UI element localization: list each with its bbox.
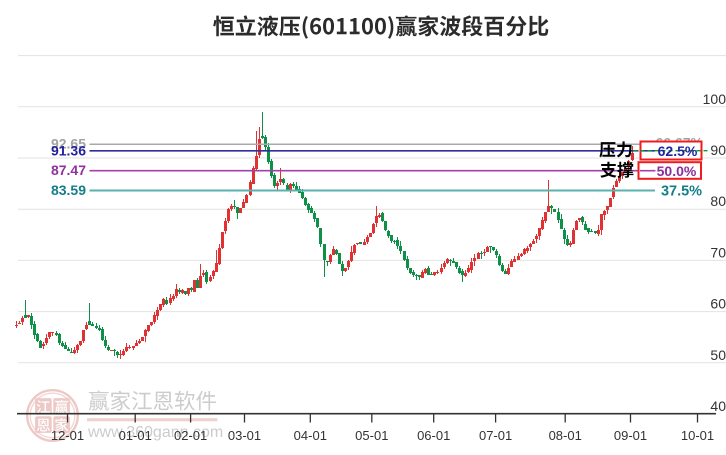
svg-text:08-01: 08-01 <box>549 428 582 443</box>
svg-text:04-01: 04-01 <box>294 428 327 443</box>
svg-text:80: 80 <box>710 193 726 209</box>
svg-text:83.59: 83.59 <box>51 182 86 198</box>
svg-text:37.5%: 37.5% <box>661 183 702 199</box>
svg-text:70: 70 <box>710 244 726 260</box>
svg-text:100: 100 <box>703 91 726 107</box>
svg-text:92.65: 92.65 <box>51 135 86 151</box>
svg-text:91.36: 91.36 <box>51 142 86 158</box>
svg-text:12-01: 12-01 <box>51 428 84 443</box>
svg-text:62.5%: 62.5% <box>658 143 698 159</box>
svg-text:09-01: 09-01 <box>614 428 647 443</box>
svg-text:90: 90 <box>710 142 726 158</box>
svg-text:07-01: 07-01 <box>479 428 512 443</box>
svg-text:01-01: 01-01 <box>119 428 152 443</box>
svg-text:40: 40 <box>710 398 726 414</box>
svg-text:05-01: 05-01 <box>355 428 388 443</box>
svg-text:www.360gann.com: www.360gann.com <box>87 424 223 441</box>
svg-text:87.47: 87.47 <box>51 162 86 178</box>
svg-text:06-01: 06-01 <box>417 428 450 443</box>
svg-text:50: 50 <box>710 347 726 363</box>
svg-text:60: 60 <box>710 296 726 312</box>
svg-text:03-01: 03-01 <box>228 428 261 443</box>
svg-text:50.0%: 50.0% <box>657 163 697 179</box>
svg-text:02-01: 02-01 <box>174 428 207 443</box>
svg-text:10-01: 10-01 <box>681 428 714 443</box>
